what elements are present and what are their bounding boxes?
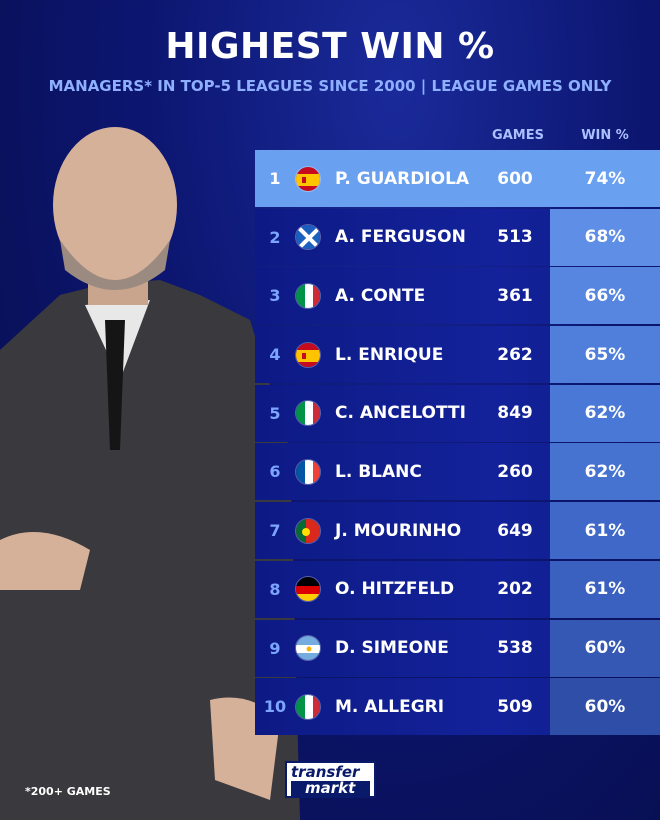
rank: 6 [269, 462, 281, 482]
rank: 7 [269, 521, 281, 541]
win-value: 62% [550, 384, 660, 442]
win-value: 61% [550, 560, 660, 618]
spain-flag-icon [295, 165, 321, 192]
rank: 1 [269, 169, 281, 188]
italy-flag-icon [295, 400, 321, 427]
manager-name: J. MOURINHO [335, 520, 462, 541]
win-value: 65% [550, 326, 660, 384]
manager-name: O. HITZFELD [335, 579, 455, 600]
win-value: 60% [550, 678, 660, 736]
scotland-flag-icon [295, 224, 321, 251]
games-value: 202 [497, 579, 533, 600]
page-subtitle: MANAGERS* IN TOP-5 LEAGUES SINCE 2000 | … [48, 77, 612, 95]
games-value: 509 [497, 696, 533, 717]
games-value: 649 [497, 520, 533, 541]
footnote: *200+ GAMES [25, 785, 111, 798]
transfermarkt-logo: transfer markt [285, 761, 376, 798]
games-value: 849 [497, 403, 533, 424]
page-title: HIGHEST WIN % [165, 26, 495, 67]
table-row: 9 D. SIMEONE 538 60% [255, 619, 660, 677]
ranking-table: 1 P. GUARDIOLA 600 74% 2 A. FERGUSON 513 … [255, 150, 660, 737]
rank: 5 [269, 403, 281, 423]
manager-name: L. BLANC [335, 461, 422, 482]
table-row: 4 L. ENRIQUE 262 65% [255, 326, 660, 384]
france-flag-icon [295, 458, 321, 485]
manager-name: P. GUARDIOLA [335, 168, 470, 189]
rank: 10 [263, 697, 287, 717]
win-value: 61% [550, 502, 660, 560]
rank: 4 [269, 345, 281, 365]
table-row: 7 J. MOURINHO 649 61% [255, 502, 660, 560]
table-row: 2 A. FERGUSON 513 68% [255, 208, 660, 266]
win-value: 62% [550, 443, 660, 501]
italy-flag-icon [295, 693, 321, 720]
manager-name: D. SIMEONE [335, 638, 449, 658]
argentina-flag-icon [295, 635, 321, 661]
table-row: 6 L. BLANC 260 62% [255, 443, 660, 501]
manager-name: M. ALLEGRI [335, 696, 445, 717]
spain-flag-icon [295, 341, 321, 368]
table-row: 1 P. GUARDIOLA 600 74% [255, 150, 660, 207]
table-row: 8 O. HITZFELD 202 61% [255, 560, 660, 618]
games-value: 260 [497, 461, 533, 482]
manager-photo [0, 127, 300, 820]
games-value: 361 [497, 285, 533, 306]
manager-name: A. FERGUSON [335, 227, 466, 248]
games-value: 513 [497, 227, 533, 248]
portugal-flag-icon [295, 517, 321, 544]
logo-line1: transfer [291, 763, 360, 781]
logo-line2: markt [291, 781, 370, 796]
table-row: 3 A. CONTE 361 66% [255, 267, 660, 325]
germany-flag-icon [295, 576, 321, 603]
table-row: 5 C. ANCELOTTI 849 62% [255, 384, 660, 442]
win-value: 68% [550, 208, 660, 266]
manager-name: A. CONTE [335, 285, 426, 306]
rank: 9 [269, 638, 281, 658]
table-row: 10 M. ALLEGRI 509 60% [255, 678, 660, 736]
win-value: 60% [550, 619, 660, 677]
games-value: 600 [497, 168, 533, 189]
rank: 3 [269, 286, 281, 306]
manager-name: L. ENRIQUE [335, 344, 444, 365]
manager-name: C. ANCELOTTI [335, 403, 466, 424]
italy-flag-icon [295, 282, 321, 309]
win-value: 66% [550, 267, 660, 325]
rank: 8 [269, 579, 281, 599]
column-header-win: WIN % [581, 128, 629, 143]
rank: 2 [269, 227, 281, 247]
column-header-games: GAMES [492, 128, 544, 143]
games-value: 538 [497, 638, 533, 658]
games-value: 262 [497, 344, 533, 365]
win-value: 74% [584, 168, 626, 189]
